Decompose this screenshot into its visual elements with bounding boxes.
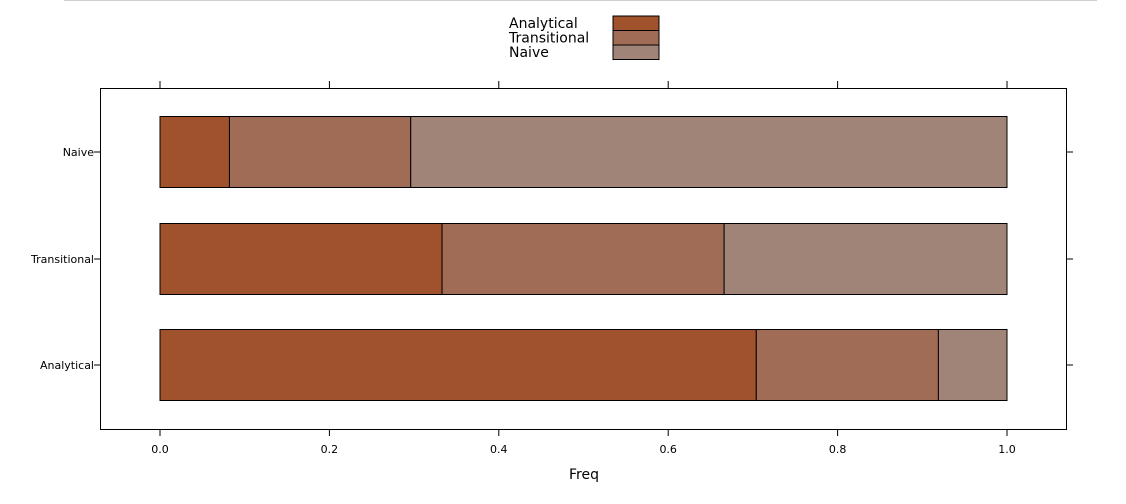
axes: 0.0 0.2 0.4 0.6 0.8 1.0 Naive Transitional Analy…: [30, 81, 1073, 456]
bar-segment: [755, 329, 939, 401]
x-tick-label: 0.0: [151, 443, 169, 456]
bar-segment: [228, 116, 412, 188]
bar-segment: [937, 329, 1008, 401]
x-tick-label: 0.6: [659, 443, 677, 456]
y-tick-label: Transitional: [30, 253, 94, 266]
legend-label: Transitional: [508, 31, 589, 47]
x-tick-label: 0.8: [829, 443, 847, 456]
x-axis-label: Freq: [569, 467, 599, 483]
legend-swatch: [612, 30, 660, 46]
x-tick-label: 1.0: [998, 443, 1016, 456]
bar-segment: [159, 116, 230, 188]
legend-label: Naive: [509, 45, 549, 61]
bar-segment: [410, 116, 1008, 188]
legend-label: Analytical: [509, 16, 578, 32]
bar-segment: [441, 223, 725, 295]
bar-segment: [159, 223, 443, 295]
bar-segment: [159, 329, 757, 401]
legend-swatch: [612, 44, 660, 60]
bars: [159, 116, 1008, 401]
y-tick-label: Naive: [63, 146, 95, 159]
legend-swatch: [612, 15, 660, 31]
x-tick-label: 0.2: [321, 443, 339, 456]
x-tick-label: 0.4: [490, 443, 508, 456]
bar-segment: [723, 223, 1008, 295]
y-tick-label: Analytical: [40, 359, 94, 372]
